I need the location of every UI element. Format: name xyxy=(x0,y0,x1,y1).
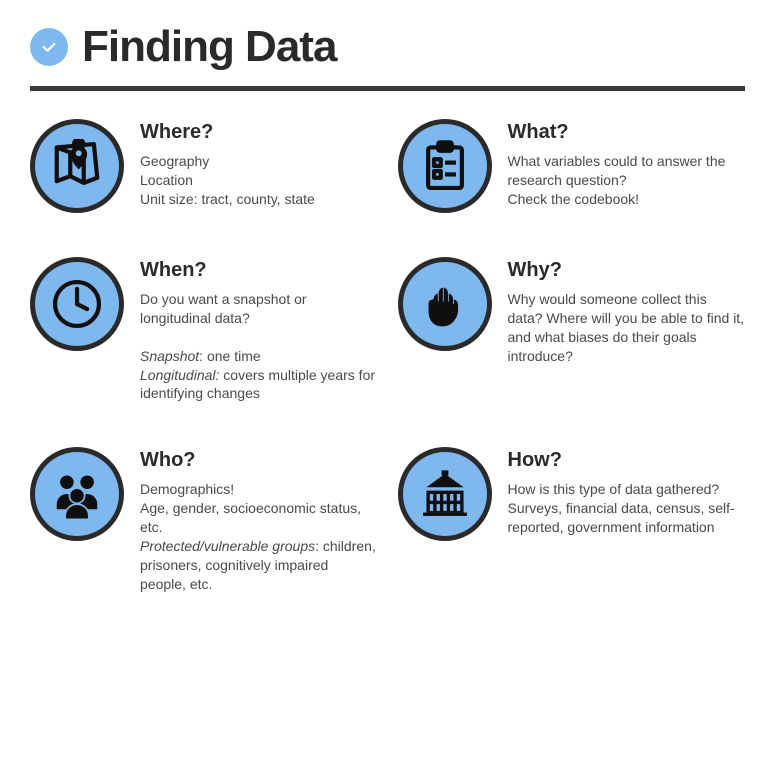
item-heading: How? xyxy=(508,449,746,472)
divider xyxy=(30,86,745,91)
item-body: Why would someone collect this data? Whe… xyxy=(508,290,746,366)
items-grid: Where? Geography Location Unit size: tra… xyxy=(30,119,745,594)
item-where: Where? Geography Location Unit size: tra… xyxy=(30,119,378,213)
item-heading: Where? xyxy=(140,121,378,144)
item-how: How? How is this type of data gathered? … xyxy=(398,447,746,593)
people-icon xyxy=(30,447,124,541)
building-icon xyxy=(398,447,492,541)
clock-icon xyxy=(30,257,124,351)
item-who: Who? Demographics!Age, gender, socioecon… xyxy=(30,447,378,593)
header: Finding Data xyxy=(30,22,745,72)
item-body: Geography Location Unit size: tract, cou… xyxy=(140,152,378,209)
page-title: Finding Data xyxy=(82,22,336,72)
item-what: What? What variables could to answer the… xyxy=(398,119,746,213)
item-body: What variables could to answer the resea… xyxy=(508,152,746,209)
item-heading: What? xyxy=(508,121,746,144)
item-body: How is this type of data gathered? Surve… xyxy=(508,480,746,537)
map-pin-icon xyxy=(30,119,124,213)
item-body: Demographics!Age, gender, socioeconomic … xyxy=(140,480,378,593)
clipboard-icon xyxy=(398,119,492,213)
fist-icon xyxy=(398,257,492,351)
item-heading: Why? xyxy=(508,259,746,282)
item-heading: When? xyxy=(140,259,378,282)
item-why: Why? Why would someone collect this data… xyxy=(398,257,746,403)
item-body: Do you want a snapshot or longitudinal d… xyxy=(140,290,378,403)
item-when: When? Do you want a snapshot or longitud… xyxy=(30,257,378,403)
item-heading: Who? xyxy=(140,449,378,472)
check-icon xyxy=(30,28,68,66)
